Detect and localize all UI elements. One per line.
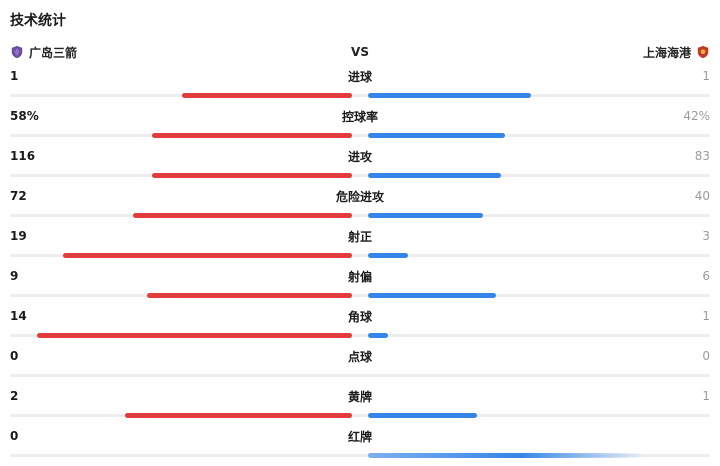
- stat-values: 0 红牌: [10, 426, 710, 446]
- vs-label: VS: [351, 45, 369, 59]
- stat-row: 9 射偏 6: [10, 266, 710, 306]
- stat-row: 58% 控球率 42%: [10, 106, 710, 146]
- bar-track: [10, 454, 710, 457]
- bar-track: [10, 214, 710, 217]
- bar-track: [10, 254, 710, 257]
- stat-bar-area: [10, 326, 710, 346]
- stat-label: 射正: [347, 229, 373, 244]
- home-value: 19: [10, 229, 27, 243]
- bar-track: [10, 374, 710, 377]
- away-bar: [368, 413, 477, 418]
- stat-values: 72 危险进攻 40: [10, 186, 710, 206]
- home-team-logo-icon: [10, 45, 24, 59]
- away-bar: [368, 333, 388, 338]
- home-value: 58%: [10, 109, 39, 123]
- stat-values: 0 点球 0: [10, 346, 710, 366]
- home-bar: [133, 213, 352, 218]
- away-bar: [368, 253, 408, 258]
- bar-track: [10, 134, 710, 137]
- page-title: 技术统计: [10, 13, 66, 29]
- away-bar: [368, 93, 531, 98]
- stat-bar-area: [10, 446, 710, 466]
- stat-values: 19 射正 3: [10, 226, 710, 246]
- stat-row: 1 进球 1: [10, 66, 710, 106]
- away-value: 3: [702, 229, 710, 243]
- home-bar: [152, 173, 352, 178]
- home-team: 广岛三箭: [10, 44, 77, 61]
- stat-bar-area: [10, 406, 710, 426]
- home-value: 14: [10, 309, 27, 323]
- bar-track: [10, 414, 710, 417]
- stat-bar-area: [10, 366, 710, 386]
- home-bar: [125, 413, 352, 418]
- stat-values: 1 进球 1: [10, 66, 710, 86]
- away-value: 1: [702, 309, 710, 323]
- away-value: 1: [702, 389, 710, 403]
- home-value: 116: [10, 149, 36, 163]
- bar-track: [10, 94, 710, 97]
- home-value: 2: [10, 389, 19, 403]
- stat-label: 进球: [347, 69, 373, 84]
- away-value: 1: [702, 69, 710, 83]
- bar-track: [10, 294, 710, 297]
- stat-bar-area: [10, 166, 710, 186]
- stat-values: 14 角球 1: [10, 306, 710, 326]
- away-bar: [368, 213, 483, 218]
- bar-track: [10, 174, 710, 177]
- stat-row: 0 红牌: [10, 426, 710, 466]
- stat-label: 点球: [347, 349, 373, 364]
- stat-row: 116 进攻 83: [10, 146, 710, 186]
- home-team-name: 广岛三箭: [29, 45, 78, 60]
- home-value: 72: [10, 189, 27, 203]
- stat-bar-area: [10, 206, 710, 226]
- away-bar: [368, 293, 496, 298]
- stat-bar-area: [10, 286, 710, 306]
- away-value: 0: [702, 349, 710, 363]
- away-bar: [368, 453, 645, 458]
- away-bar: [368, 133, 505, 138]
- stat-label: 红牌: [347, 429, 373, 444]
- stat-label: 控球率: [341, 109, 379, 124]
- home-value: 0: [10, 429, 19, 443]
- away-bar: [368, 173, 501, 178]
- stat-bar-area: [10, 86, 710, 106]
- home-value: 0: [10, 349, 19, 363]
- home-value: 9: [10, 269, 19, 283]
- home-bar: [37, 333, 352, 338]
- home-bar: [147, 293, 352, 298]
- bar-track: [10, 334, 710, 337]
- stat-bar-area: [10, 246, 710, 266]
- stat-label: 角球: [347, 309, 373, 324]
- home-bar: [63, 253, 352, 258]
- stat-row: 2 黄牌 1: [10, 386, 710, 426]
- home-value: 1: [10, 69, 19, 83]
- match-header: 广岛三箭 VS 上海海港: [10, 42, 710, 62]
- stat-row: 0 点球 0: [10, 346, 710, 386]
- stat-bar-area: [10, 126, 710, 146]
- away-team-name: 上海海港: [642, 45, 691, 60]
- away-team-logo-icon: [696, 45, 710, 59]
- stats-list: 1 进球 1 58% 控球率 42% 116 进攻 83: [10, 66, 710, 466]
- stat-values: 2 黄牌 1: [10, 386, 710, 406]
- stat-row: 72 危险进攻 40: [10, 186, 710, 226]
- away-value: 83: [694, 149, 710, 163]
- away-team: 上海海港: [643, 44, 710, 61]
- stat-label: 危险进攻: [335, 189, 385, 204]
- stat-label: 进攻: [347, 149, 373, 164]
- away-value: 40: [694, 189, 710, 203]
- away-value: 42%: [683, 109, 710, 123]
- stat-label: 黄牌: [347, 389, 373, 404]
- stat-values: 116 进攻 83: [10, 146, 710, 166]
- stat-values: 9 射偏 6: [10, 266, 710, 286]
- stat-row: 19 射正 3: [10, 226, 710, 266]
- stat-row: 14 角球 1: [10, 306, 710, 346]
- away-value: 6: [702, 269, 710, 283]
- home-bar: [182, 93, 352, 98]
- stat-label: 射偏: [347, 269, 373, 284]
- home-bar: [152, 133, 352, 138]
- stat-values: 58% 控球率 42%: [10, 106, 710, 126]
